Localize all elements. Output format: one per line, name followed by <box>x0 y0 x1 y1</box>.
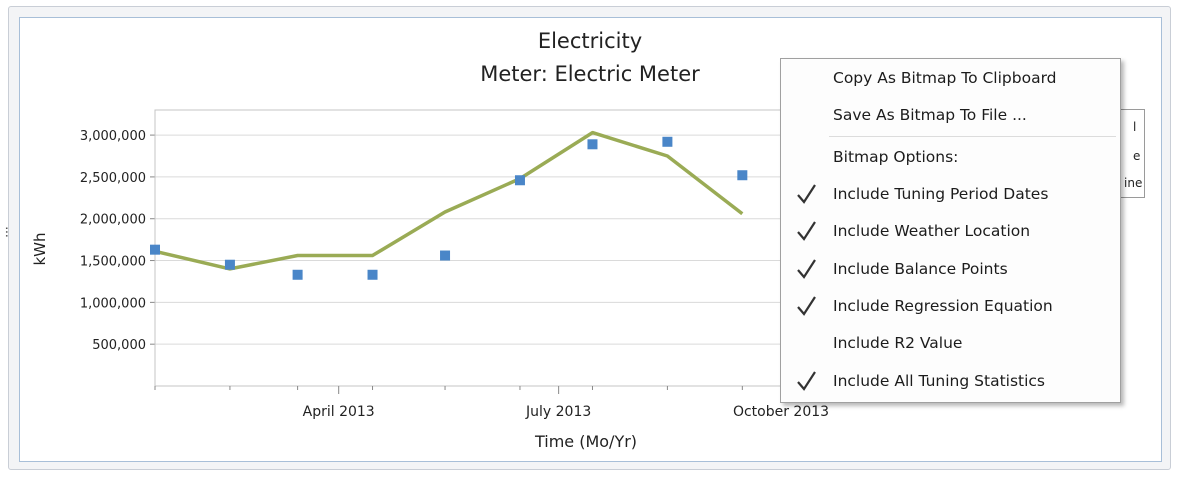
x-tick-label: July 2013 <box>525 404 591 420</box>
data-point <box>367 269 378 280</box>
x-axis-label: Time (Mo/Yr) <box>534 432 637 451</box>
data-point <box>737 170 748 181</box>
checkmark-icon <box>795 294 817 318</box>
legend-fragment: l <box>1133 120 1137 134</box>
y-tick-label: 1,000,000 <box>80 296 146 311</box>
menu-item-label: Copy As Bitmap To Clipboard <box>833 69 1057 87</box>
include-regression-equation-option[interactable]: Include Regression Equation <box>781 289 1120 325</box>
y-tick-label: 3,000,000 <box>80 129 146 144</box>
data-point <box>224 259 235 270</box>
menu-separator <box>829 136 1116 137</box>
plot-area: 500,000 1,000,000 1,500,000 2,000,000 2,500,… <box>80 109 846 420</box>
y-tick-label: 500,000 <box>92 338 146 353</box>
menu-item-label: Save As Bitmap To File ... <box>833 106 1027 124</box>
data-point <box>292 269 303 280</box>
regression-line <box>154 130 744 271</box>
chart-subtitle: Meter: Electric Meter <box>480 62 700 86</box>
menu-item-label: Include Regression Equation <box>833 297 1053 315</box>
data-point <box>587 139 598 150</box>
menu-item-label: Include Weather Location <box>833 222 1031 240</box>
save-bitmap-menu-item[interactable]: Save As Bitmap To File ... <box>781 98 1120 134</box>
data-point <box>440 250 451 261</box>
y-tick-label: 2,000,000 <box>80 213 146 228</box>
menu-item-label: Include Balance Points <box>833 260 1008 278</box>
y-axis-label: kWh <box>31 232 49 265</box>
legend-fragment: ine <box>1124 176 1143 190</box>
checkmark-icon <box>795 257 817 281</box>
include-balance-points-option[interactable]: Include Balance Points <box>781 252 1120 288</box>
data-point <box>514 175 525 186</box>
menu-item-label: Include Tuning Period Dates <box>833 185 1049 203</box>
bitmap-options-header: Bitmap Options: <box>781 140 1120 176</box>
menu-item-label: Include R2 Value <box>833 334 963 352</box>
legend-fragment: e <box>1133 149 1141 163</box>
y-tick-label: 2,500,000 <box>80 171 146 186</box>
data-point <box>662 136 673 147</box>
include-tuning-period-dates-option[interactable]: Include Tuning Period Dates <box>781 177 1120 213</box>
menu-item-label: Include All Tuning Statistics <box>833 372 1046 390</box>
x-tick-label: April 2013 <box>303 404 375 420</box>
y-tick-label: 1,500,000 <box>80 255 146 270</box>
data-point <box>150 244 160 255</box>
context-menu: Copy As Bitmap To Clipboard Save As Bitm… <box>780 58 1121 403</box>
menu-header-label: Bitmap Options: <box>833 148 959 166</box>
checkmark-icon <box>795 182 817 206</box>
include-all-tuning-statistics-option[interactable]: Include All Tuning Statistics <box>781 364 1120 400</box>
include-r2-value-option[interactable]: Include R2 Value <box>781 326 1120 362</box>
checkmark-icon <box>795 219 817 243</box>
chart-title: Electricity <box>538 29 642 53</box>
include-weather-location-option[interactable]: Include Weather Location <box>781 214 1120 250</box>
x-tick-label: October 2013 <box>733 404 829 420</box>
checkmark-icon <box>795 369 817 393</box>
copy-bitmap-menu-item[interactable]: Copy As Bitmap To Clipboard <box>781 61 1120 97</box>
